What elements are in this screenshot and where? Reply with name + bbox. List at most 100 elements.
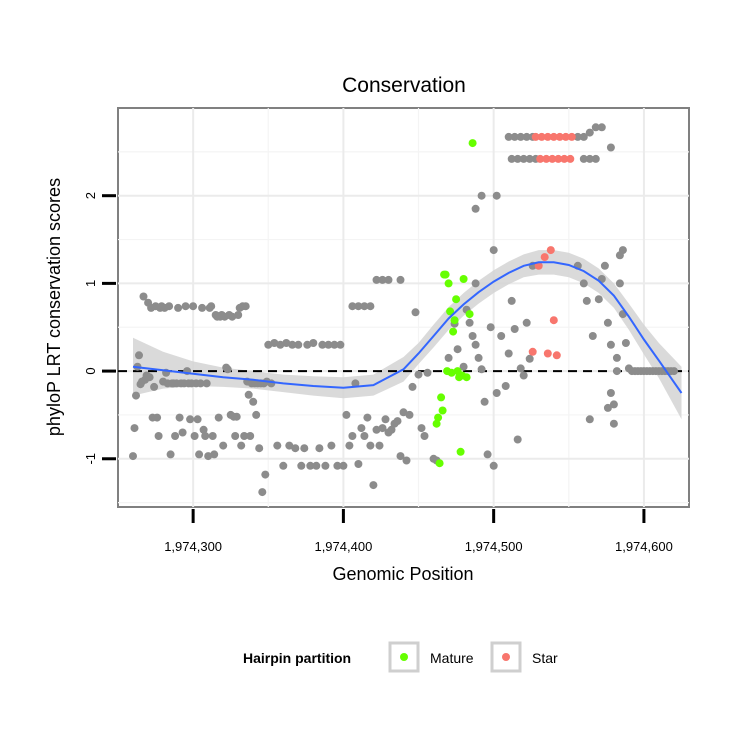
data-point-other [615, 251, 624, 260]
data-point-other [321, 461, 330, 470]
data-point-other [139, 292, 148, 301]
data-point-other [588, 332, 597, 340]
legend-key-star-dot [502, 653, 510, 661]
data-point-other [387, 425, 396, 434]
data-point-other [603, 318, 612, 327]
data-point-other [369, 481, 378, 490]
data-point-other [468, 332, 477, 340]
data-point-other [402, 456, 411, 465]
data-point-other [670, 367, 678, 376]
data-point-star [555, 132, 564, 141]
data-point-other [333, 461, 342, 470]
data-point-other [501, 382, 510, 390]
data-point-other [232, 412, 241, 421]
chart-title: Conservation [342, 74, 466, 97]
data-point-other [513, 154, 522, 163]
data-point-other [219, 441, 228, 450]
data-point-other [198, 303, 207, 312]
data-point-other [516, 132, 525, 141]
data-point-other [606, 340, 615, 349]
data-point-other [591, 123, 600, 132]
data-point-other [171, 432, 180, 440]
data-point-other [135, 351, 143, 360]
data-point-other [516, 364, 525, 373]
data-point-other [606, 389, 615, 397]
x-tick-label: 1,974,600 [615, 539, 673, 554]
data-point-mature [437, 393, 446, 402]
data-point-mature [438, 406, 447, 415]
data-point-star [552, 351, 561, 360]
data-point-other [609, 400, 618, 409]
data-point-star [546, 246, 555, 255]
data-point-mature [468, 139, 477, 148]
data-point-other [258, 488, 267, 497]
confidence-band-layer [133, 250, 682, 420]
data-point-other [483, 450, 492, 459]
data-point-other [423, 368, 432, 377]
smooth-curve [132, 261, 683, 394]
data-point-mature [444, 279, 453, 288]
data-point-other [360, 302, 369, 311]
data-point-mature [447, 368, 456, 377]
data-point-other [579, 279, 588, 288]
data-point-other [579, 132, 588, 141]
data-point-star [554, 154, 563, 163]
y-tick-label: 1 [83, 280, 98, 287]
data-point-other [354, 302, 363, 311]
data-point-other [330, 340, 339, 349]
data-point-other [489, 246, 498, 255]
data-point-star [540, 253, 549, 262]
data-point-other [145, 373, 154, 382]
data-point-other [189, 302, 198, 311]
points-layer [129, 123, 678, 497]
data-point-star [537, 132, 546, 141]
x-tick-label: 1,974,400 [314, 539, 372, 554]
data-point-other [378, 424, 387, 433]
data-point-star [543, 349, 552, 358]
data-point-star [542, 154, 551, 163]
data-point-other [249, 397, 258, 406]
data-point-other [190, 432, 199, 440]
data-point-other [489, 461, 498, 470]
data-point-other [497, 332, 506, 340]
data-point-star [543, 132, 552, 141]
data-point-mature [446, 307, 455, 316]
y-axis-title: phyloP LRT conservation scores [44, 178, 64, 436]
data-point-other [234, 311, 243, 319]
data-point-other [399, 408, 408, 417]
data-point-other [477, 191, 486, 200]
data-point-other [525, 354, 534, 363]
data-point-other [363, 413, 372, 422]
data-point-other [486, 323, 495, 332]
data-point-other [174, 303, 183, 312]
data-point-mature [441, 270, 450, 279]
data-point-other [381, 415, 390, 424]
data-point-other [324, 340, 333, 349]
data-point-other [519, 371, 528, 380]
data-point-other [471, 279, 480, 288]
data-point-other [378, 275, 387, 284]
data-point-other [246, 432, 255, 440]
data-point-other [519, 154, 528, 163]
data-point-other [405, 410, 414, 419]
data-point-other [444, 353, 453, 362]
data-point-other [282, 339, 291, 347]
y-tick-label: 2 [83, 192, 98, 199]
data-point-other [318, 340, 327, 349]
data-point-other [202, 379, 211, 388]
data-point-mature [462, 373, 471, 382]
data-point-other [345, 441, 354, 450]
y-tick-label: 0 [83, 367, 98, 374]
data-point-other [510, 325, 519, 333]
data-point-other [237, 441, 246, 450]
data-point-other [342, 410, 351, 419]
data-point-other [193, 415, 202, 424]
data-point-other [181, 302, 190, 311]
data-point-other [223, 365, 232, 374]
data-point-other [471, 340, 480, 349]
data-point-other [417, 424, 426, 433]
data-point-other [474, 353, 483, 362]
data-point-other [504, 349, 513, 358]
data-point-other [294, 340, 303, 349]
